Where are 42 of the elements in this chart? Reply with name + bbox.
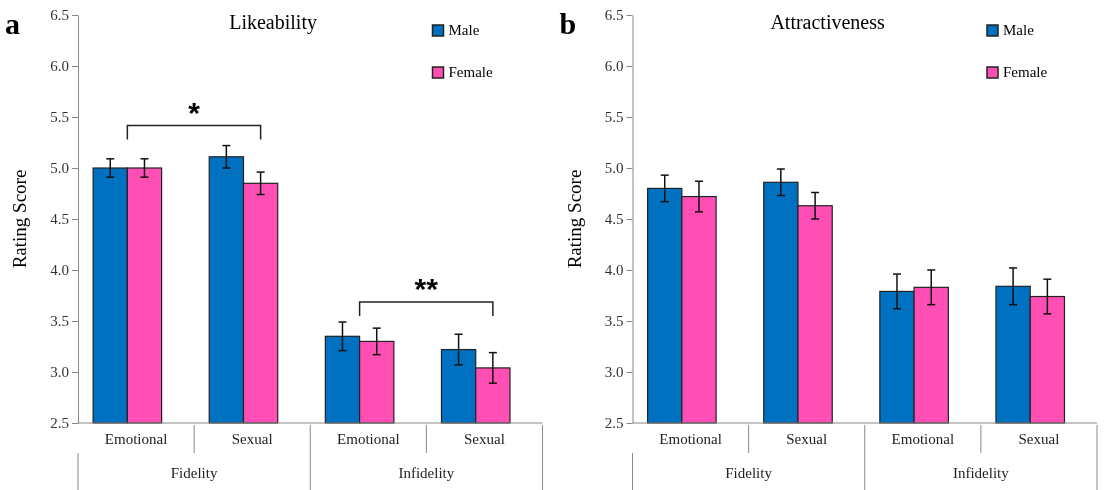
y-tick-label: 4.0 [50,262,69,279]
y-tick-label: 3.5 [604,313,624,330]
legend-label: Male [1003,22,1035,38]
x-tick-label: Emotional [891,431,955,447]
x-tick-label: Emotional [659,431,722,447]
text: Infidelity [952,465,1010,481]
y-axis-title: Rating Score [563,169,585,269]
y-tick-label: 6.0 [50,58,69,75]
y-tick-label: 4.5 [604,211,624,228]
y-tick-label: 2.5 [50,415,69,432]
x-tick-label: Sexual [464,431,505,447]
y-tick-label: 6.0 [604,58,624,75]
text: Fidelity [170,465,218,481]
annotation: * [188,95,201,129]
text: a [5,7,20,40]
y-tick-label: 5.5 [50,109,69,126]
y-tick-label: 3.0 [50,364,69,381]
chart-title: Attractiveness [770,11,886,33]
x-tick-label: Sexual [786,431,828,447]
y-tick-label: 4.0 [604,262,624,279]
y-tick-label: 3.5 [50,313,69,330]
chart-title: Likeability [229,11,317,34]
y-tick-label: 5.5 [604,109,624,126]
y-tick-label: 2.5 [604,415,624,432]
y-tick-label: 6.5 [50,7,69,24]
y-tick-label: 6.5 [604,7,624,24]
y-tick-label: 3.0 [604,364,624,381]
y-axis-title: Rating Score [9,169,30,269]
text: Fidelity [725,465,773,481]
legend-label: Male [448,22,480,38]
legend-label: Female [448,64,493,80]
legend-label: Female [1003,64,1048,80]
y-tick-label: 4.5 [50,211,69,228]
text: Infidelity [398,465,455,481]
y-tick-label: 5.0 [50,160,69,177]
x-tick-label: Sexual [1018,431,1060,447]
text: b [559,7,577,40]
x-tick-label: Emotional [104,431,168,447]
x-tick-label: Emotional [337,431,400,447]
y-tick-label: 5.0 [604,160,624,177]
annotation: ** [414,272,439,306]
x-tick-label: Sexual [231,431,273,447]
